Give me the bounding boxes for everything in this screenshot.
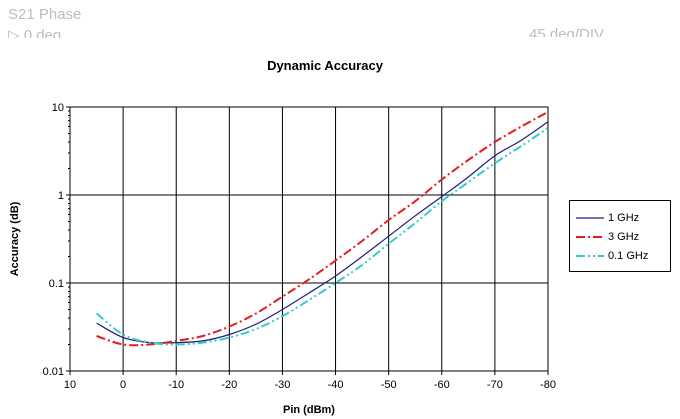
series-line-1-ghz <box>96 121 549 344</box>
legend-item: 3 GHz <box>576 230 639 244</box>
legend-label: 1 GHz <box>608 212 640 224</box>
legend-swatch <box>576 236 604 238</box>
x-tick-label: -10 <box>168 379 184 391</box>
x-tick-label: -60 <box>434 379 450 391</box>
x-tick-label: 0 <box>120 379 126 391</box>
y-tick-label: 0.01 <box>43 366 64 378</box>
legend-item: 1 GHz <box>576 211 639 225</box>
x-tick-label: -70 <box>487 379 503 391</box>
legend-label: 0.1 GHz <box>608 250 649 262</box>
plot-area-border <box>69 106 549 372</box>
x-tick-label: 10 <box>64 379 76 391</box>
legend-item: 0.1 GHz <box>576 249 648 263</box>
y-tick-label: 0.1 <box>49 278 64 290</box>
series-line-3-ghz <box>96 111 549 347</box>
x-tick-label: -50 <box>381 379 397 391</box>
y-tick-label: 10 <box>52 102 64 114</box>
legend-swatch <box>576 217 604 219</box>
legend-swatch <box>576 255 604 257</box>
y-axis-label: Accuracy (dB) <box>9 201 21 276</box>
series-line-0-1-ghz <box>95 126 549 346</box>
background-reference-text: ▷ 0 deg <box>8 27 62 44</box>
x-axis-label: Pin (dBm) <box>283 404 335 416</box>
x-tick-label: -40 <box>328 379 344 391</box>
x-tick-label: -80 <box>540 379 556 391</box>
chart-title: Dynamic Accuracy <box>267 58 384 73</box>
background-title-text: S21 Phase <box>8 6 82 23</box>
x-tick-label: -20 <box>221 379 237 391</box>
y-tick-label: 1 <box>58 190 64 202</box>
chart-legend: 1 GHz 3 GHz 0.1 GHz <box>569 200 671 272</box>
legend-label: 3 GHz <box>608 231 640 243</box>
x-tick-label: -30 <box>274 379 290 391</box>
background-scale-text: 45 deg/DIV <box>529 26 605 43</box>
